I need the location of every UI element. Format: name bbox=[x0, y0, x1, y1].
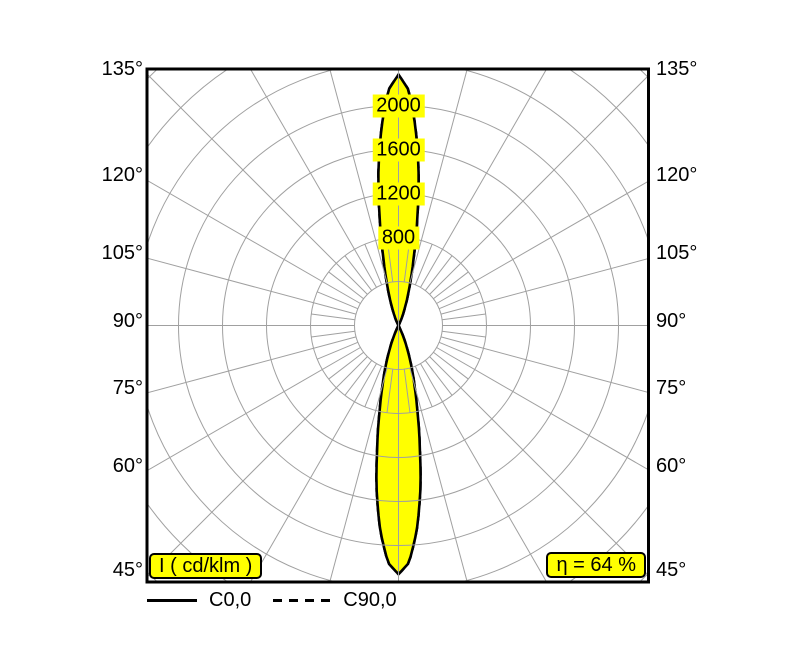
angle-gridline-minor bbox=[344, 255, 373, 291]
angle-label-left-90: 90° bbox=[112, 310, 143, 332]
ring-value-label-800: 800 bbox=[377, 226, 420, 250]
polar-grid bbox=[147, 69, 649, 582]
angle-gridline bbox=[147, 179, 361, 304]
angle-label-right-60: 60° bbox=[656, 455, 687, 477]
angle-gridline-minor bbox=[364, 365, 383, 407]
angle-label-left-75: 75° bbox=[112, 377, 143, 399]
angle-gridline-minor bbox=[414, 244, 433, 286]
angle-gridline-minor bbox=[438, 341, 480, 360]
angle-gridline-minor bbox=[317, 341, 359, 360]
angle-gridline-minor bbox=[344, 360, 373, 396]
ring-value-label-1200: 1200 bbox=[372, 182, 425, 206]
angle-gridline-minor bbox=[438, 291, 480, 310]
angle-gridline bbox=[440, 257, 649, 315]
angle-gridline-minor bbox=[433, 351, 469, 380]
angle-gridline bbox=[409, 69, 468, 284]
angle-label-left-120: 120° bbox=[101, 164, 143, 186]
angle-label-left-45: 45° bbox=[112, 559, 143, 581]
angle-gridline bbox=[329, 367, 388, 582]
legend: C0,0 C90,0 bbox=[147, 588, 397, 612]
angle-gridline bbox=[329, 69, 388, 284]
angle-label-right-120: 120° bbox=[656, 164, 698, 186]
angle-gridline bbox=[440, 336, 649, 394]
legend-label-c90: C90,0 bbox=[343, 589, 397, 611]
angle-gridline bbox=[147, 336, 357, 394]
angle-gridline-minor bbox=[386, 369, 394, 413]
angle-gridline-minor bbox=[328, 351, 364, 380]
angle-gridline bbox=[147, 73, 368, 295]
angle-gridline bbox=[436, 180, 649, 304]
angle-label-left-60: 60° bbox=[112, 455, 143, 477]
angle-label-right-75: 75° bbox=[656, 377, 687, 399]
angle-label-right-135: 135° bbox=[656, 58, 698, 80]
solid-line-swatch bbox=[147, 598, 197, 602]
plot-frame bbox=[145, 67, 650, 584]
legend-label-c0: C0,0 bbox=[209, 589, 252, 611]
angle-gridline-minor bbox=[403, 369, 411, 413]
angle-gridline bbox=[420, 69, 548, 288]
angle-gridline bbox=[249, 69, 377, 288]
angle-label-right-45: 45° bbox=[656, 559, 687, 581]
angle-label-left-105: 105° bbox=[101, 242, 143, 264]
angle-gridline-minor bbox=[328, 271, 364, 300]
angle-gridline bbox=[147, 347, 361, 472]
ring-value-label-1600: 1600 bbox=[372, 138, 425, 162]
dashed-line-swatch bbox=[273, 598, 332, 602]
angle-label-left-135: 135° bbox=[101, 58, 143, 80]
intensity-unit-badge: I ( cd/klm ) bbox=[149, 553, 263, 579]
angle-label-right-90: 90° bbox=[656, 310, 687, 332]
angle-gridline bbox=[147, 257, 357, 315]
angle-gridline bbox=[409, 367, 468, 582]
angle-gridline-minor bbox=[414, 365, 433, 407]
angle-gridline-minor bbox=[424, 360, 453, 396]
angle-gridline-minor bbox=[311, 313, 355, 321]
angle-gridline-minor bbox=[311, 330, 355, 338]
efficiency-badge: η = 64 % bbox=[546, 552, 646, 578]
angle-gridline-minor bbox=[317, 291, 359, 310]
angle-gridline-minor bbox=[442, 313, 486, 321]
angle-gridline-minor bbox=[433, 271, 469, 300]
angle-gridline-minor bbox=[442, 330, 486, 338]
angle-label-right-105: 105° bbox=[656, 242, 698, 264]
angle-gridline bbox=[420, 363, 548, 582]
angle-gridline bbox=[249, 363, 377, 582]
angle-gridline bbox=[429, 74, 649, 295]
angle-gridline-minor bbox=[364, 244, 383, 286]
ring-value-label-2000: 2000 bbox=[372, 94, 425, 118]
angle-gridline-minor bbox=[424, 255, 453, 291]
angle-gridline bbox=[436, 347, 649, 471]
